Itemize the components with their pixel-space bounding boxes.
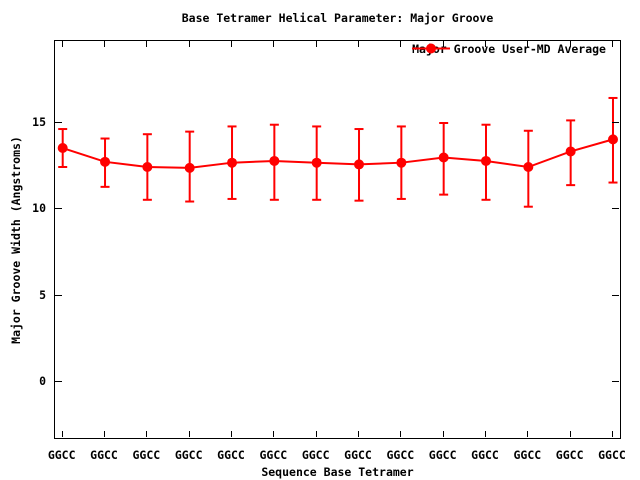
- x-tick-label: GGCC: [217, 448, 245, 462]
- x-tick-label: GGCC: [132, 448, 161, 462]
- data-series-svg: [57, 96, 618, 208]
- x-axis-tick: [104, 431, 106, 437]
- x-axis-tick: [273, 41, 275, 47]
- x-axis-tick: [442, 41, 444, 47]
- x-tick-label: GGCC: [47, 448, 76, 462]
- y-tick-label: 15: [32, 114, 46, 129]
- x-axis-tick: [569, 41, 571, 47]
- plot-area: Major Groove User-MD Average: [54, 40, 621, 439]
- data-point: [57, 143, 68, 154]
- legend: Major Groove User-MD Average: [412, 42, 606, 55]
- chart-title: Base Tetramer Helical Parameter: Major G…: [181, 11, 494, 25]
- y-tick-label: 10: [32, 201, 46, 216]
- y-axis-tick: [612, 294, 619, 296]
- data-point: [100, 156, 111, 167]
- legend-sample-icon: [412, 43, 451, 54]
- data-point: [227, 157, 238, 168]
- x-tick-label: GGCC: [259, 448, 288, 462]
- x-axis-tick: [104, 41, 106, 47]
- x-axis-tick: [358, 431, 359, 437]
- data-point: [565, 146, 576, 157]
- data-point: [396, 157, 407, 168]
- data-point: [607, 134, 618, 145]
- x-axis-tick: [231, 41, 233, 47]
- data-point: [311, 157, 322, 168]
- x-axis-tick: [61, 41, 63, 47]
- data-point: [184, 162, 195, 173]
- data-point: [523, 162, 534, 173]
- x-axis-tick: [569, 431, 571, 437]
- data-point: [142, 162, 153, 173]
- x-tick-label: GGCC: [344, 448, 372, 462]
- x-axis-tick: [188, 41, 190, 47]
- y-axis-tick: [612, 208, 619, 210]
- x-axis-tick: [61, 431, 63, 437]
- data-point: [354, 159, 365, 170]
- x-tick-label: GGCC: [555, 448, 584, 462]
- x-axis-tick: [188, 431, 190, 437]
- x-axis-tick: [400, 41, 402, 47]
- x-axis-tick: [315, 431, 317, 437]
- x-axis-tick: [611, 41, 613, 47]
- y-axis-tick: [612, 380, 619, 382]
- x-tick-label: GGCC: [301, 448, 330, 462]
- x-axis-tick: [527, 431, 529, 437]
- y-axis-tick: [55, 208, 62, 210]
- y-axis-tick: [55, 294, 62, 296]
- legend-label: Major Groove User-MD Average: [412, 41, 606, 56]
- x-axis-tick: [442, 431, 444, 437]
- x-axis-label: Sequence Base Tetramer: [261, 465, 414, 479]
- y-axis-label: Major Groove Width (Angstroms): [9, 136, 23, 344]
- x-axis-tick: [231, 431, 233, 437]
- x-tick-label: GGCC: [386, 448, 415, 462]
- x-axis-tick: [527, 41, 529, 47]
- x-axis-tick: [400, 431, 402, 437]
- data-point: [269, 155, 280, 166]
- x-axis-tick: [485, 41, 486, 47]
- y-tick-label: 5: [39, 287, 46, 302]
- x-axis-tick: [358, 41, 359, 47]
- x-axis-tick: [146, 41, 148, 47]
- x-tick-label: GGCC: [428, 448, 457, 462]
- y-axis-tick: [612, 121, 619, 123]
- x-tick-label: GGCC: [90, 448, 118, 462]
- x-tick-label: GGCC: [471, 448, 499, 462]
- data-point: [438, 152, 449, 163]
- x-tick-label: GGCC: [174, 448, 203, 462]
- y-axis-tick: [55, 121, 62, 123]
- x-axis-tick: [315, 41, 317, 47]
- series-line: [62, 138, 614, 169]
- x-axis-tick: [485, 431, 486, 437]
- y-axis-tick: [55, 380, 62, 382]
- y-tick-label: 0: [39, 373, 46, 388]
- data-point: [481, 155, 491, 166]
- x-axis-tick: [146, 431, 148, 437]
- x-tick-label: GGCC: [513, 448, 542, 462]
- x-axis-tick: [611, 431, 613, 437]
- x-axis-tick: [273, 431, 275, 437]
- x-tick-label: GGCC: [598, 448, 626, 462]
